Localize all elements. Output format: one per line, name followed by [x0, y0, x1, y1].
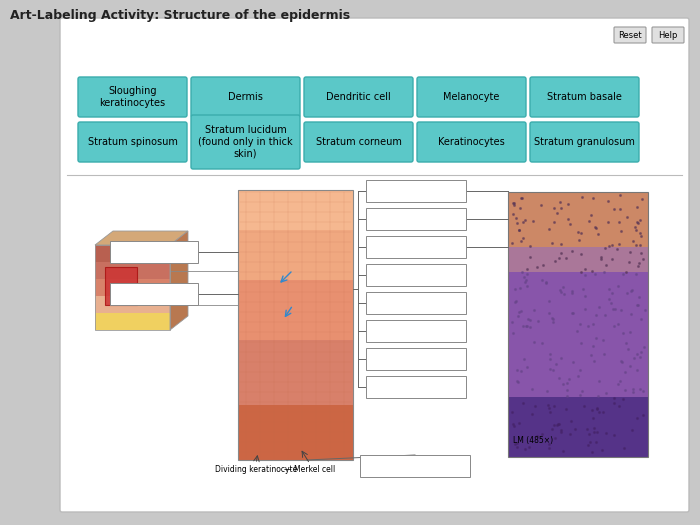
Bar [508, 272, 648, 397]
FancyBboxPatch shape [78, 122, 187, 162]
Text: — Merkel cell: — Merkel cell [284, 465, 335, 474]
Text: Reset: Reset [618, 30, 642, 39]
Text: Dendritic cell: Dendritic cell [326, 92, 391, 102]
Bar [366, 180, 466, 202]
Text: Art-Labeling Activity: Structure of the epidermis: Art-Labeling Activity: Structure of the … [10, 9, 350, 22]
Bar [238, 190, 353, 230]
Text: Stratum lucidum
(found only in thick
skin): Stratum lucidum (found only in thick ski… [198, 125, 293, 159]
Bar [95, 262, 170, 279]
Bar [95, 296, 170, 313]
Bar [508, 192, 648, 457]
FancyBboxPatch shape [304, 77, 413, 117]
FancyBboxPatch shape [614, 27, 646, 43]
Polygon shape [170, 231, 188, 330]
Bar [95, 245, 170, 262]
Bar [238, 190, 353, 460]
Bar [238, 190, 353, 460]
Bar [366, 236, 466, 258]
FancyBboxPatch shape [530, 77, 639, 117]
Bar [366, 320, 466, 342]
FancyBboxPatch shape [530, 122, 639, 162]
FancyBboxPatch shape [60, 18, 689, 512]
FancyBboxPatch shape [304, 122, 413, 162]
Bar [238, 230, 353, 280]
Bar [508, 247, 648, 272]
Bar [105, 267, 137, 305]
Text: LM (485×): LM (485×) [513, 436, 553, 445]
Bar [508, 192, 648, 457]
Text: Sloughing
keratinocytes: Sloughing keratinocytes [99, 86, 166, 108]
Text: Dividing keratinocyte: Dividing keratinocyte [215, 465, 297, 474]
Bar [366, 376, 466, 398]
Bar [360, 455, 470, 477]
Bar [508, 397, 648, 457]
FancyBboxPatch shape [417, 77, 526, 117]
FancyBboxPatch shape [191, 77, 300, 117]
FancyBboxPatch shape [652, 27, 684, 43]
Bar [95, 279, 170, 296]
Bar [95, 313, 170, 330]
Bar [508, 192, 648, 247]
Text: Stratum granulosum: Stratum granulosum [534, 137, 635, 147]
Polygon shape [95, 231, 188, 245]
Text: Stratum corneum: Stratum corneum [316, 137, 401, 147]
Bar [366, 208, 466, 230]
Bar [366, 264, 466, 286]
Text: Melanocyte: Melanocyte [443, 92, 500, 102]
FancyBboxPatch shape [191, 115, 300, 169]
Bar [110, 283, 198, 305]
FancyBboxPatch shape [78, 77, 187, 117]
Bar [95, 245, 170, 330]
Text: Keratinocytes: Keratinocytes [438, 137, 505, 147]
Bar [238, 280, 353, 340]
Bar [238, 340, 353, 405]
Text: Dermis: Dermis [228, 92, 263, 102]
Text: Stratum spinosum: Stratum spinosum [88, 137, 177, 147]
Bar [366, 348, 466, 370]
Text: Help: Help [658, 30, 678, 39]
FancyBboxPatch shape [417, 122, 526, 162]
Bar [366, 292, 466, 314]
Text: Stratum basale: Stratum basale [547, 92, 622, 102]
Bar [110, 241, 198, 263]
